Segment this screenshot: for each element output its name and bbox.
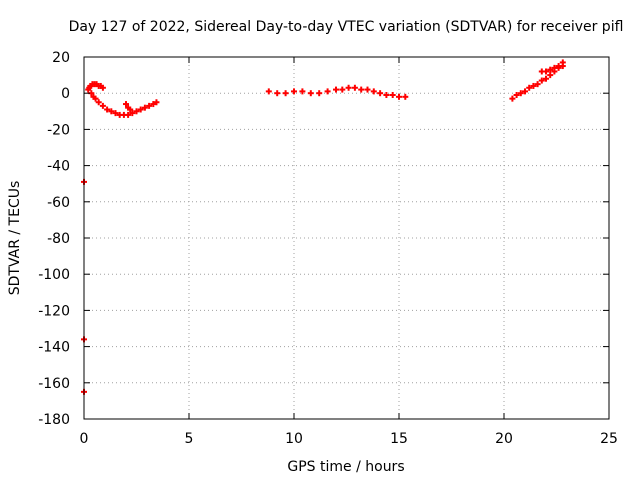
data-point — [396, 93, 402, 100]
data-point — [291, 88, 297, 95]
data-point — [99, 102, 106, 109]
data-point — [509, 95, 516, 102]
data-point — [547, 66, 554, 73]
x-tick-label: 20 — [495, 431, 513, 447]
data-point — [370, 88, 377, 95]
data-point — [133, 108, 140, 115]
x-tick-label: 25 — [600, 431, 618, 447]
y-tick-label: -160 — [38, 376, 70, 392]
y-tick-label: -120 — [38, 303, 70, 319]
data-point — [513, 92, 520, 99]
x-tick-label: 5 — [185, 431, 194, 447]
data-point — [104, 106, 111, 113]
data-point — [137, 106, 144, 113]
data-point — [543, 68, 549, 75]
data-point — [402, 93, 409, 100]
data-point — [112, 110, 119, 117]
y-axis-label: SDTVAR / TECUs — [7, 181, 23, 296]
data-point — [547, 72, 554, 79]
data-point — [530, 82, 537, 89]
data-point — [141, 104, 148, 111]
data-point — [125, 111, 132, 118]
data-point — [526, 84, 533, 91]
data-point — [543, 75, 549, 82]
data-point — [522, 88, 528, 95]
chart-title: Day 127 of 2022, Sidereal Day-to-day VTE… — [69, 19, 624, 35]
data-point — [150, 101, 157, 108]
data-point — [265, 88, 272, 95]
data-point — [146, 102, 153, 109]
x-axis-label: GPS time / hours — [287, 459, 404, 475]
data-point — [307, 90, 314, 97]
y-tick-label: -140 — [38, 340, 70, 356]
data-point — [351, 84, 358, 91]
data-point — [377, 90, 384, 97]
data-point — [345, 84, 352, 91]
data-point — [153, 99, 160, 106]
data-point — [282, 90, 289, 97]
y-tick-label: -20 — [47, 122, 70, 138]
y-tick-label: -80 — [47, 231, 70, 247]
data-point — [364, 86, 371, 93]
data-point — [316, 90, 323, 97]
y-tick-label: 20 — [52, 50, 70, 66]
data-point — [324, 88, 331, 95]
data-point — [127, 106, 134, 113]
data-point — [123, 101, 129, 108]
data-point — [383, 92, 390, 99]
data-point — [274, 90, 281, 97]
data-point — [299, 88, 306, 95]
x-tick-label: 10 — [285, 431, 303, 447]
y-tick-label: -100 — [38, 267, 70, 283]
data-point — [92, 95, 99, 102]
data-point — [99, 84, 106, 91]
grid-lines — [84, 57, 609, 419]
y-tick-label: -40 — [47, 159, 70, 175]
data-point — [129, 110, 136, 117]
data-point — [559, 63, 566, 70]
data-point — [339, 86, 346, 93]
x-tick-label: 15 — [390, 431, 408, 447]
data-point — [333, 86, 339, 93]
y-tick-label: -60 — [47, 195, 70, 211]
data-point — [108, 108, 115, 115]
data-point — [551, 64, 558, 71]
y-tick-label: 0 — [61, 86, 70, 102]
data-marks — [81, 59, 566, 395]
data-point — [534, 81, 541, 88]
data-point — [95, 99, 102, 106]
axis-ticks: 0 5 10 15 20 25 20 0 -20 -40 -60 -80 -100 -120 -140 -16… — [38, 50, 618, 447]
data-point — [538, 77, 545, 84]
data-point — [517, 90, 524, 97]
y-tick-label: -180 — [38, 412, 70, 428]
data-point — [358, 86, 365, 93]
x-tick-label: 0 — [80, 431, 89, 447]
data-point — [389, 92, 396, 99]
